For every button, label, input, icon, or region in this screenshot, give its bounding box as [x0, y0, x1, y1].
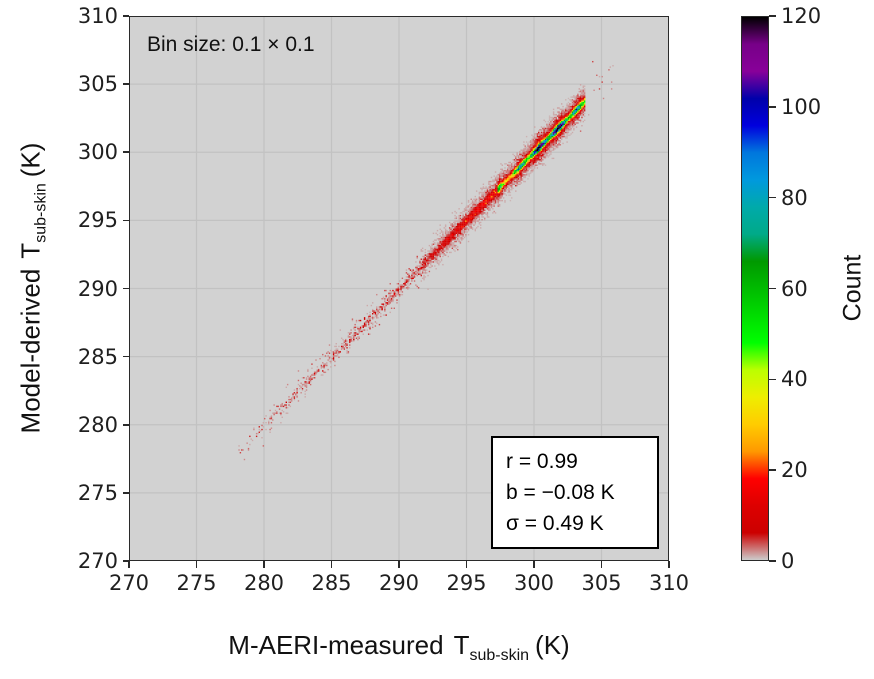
- x-tick-label: 275: [176, 571, 217, 595]
- x-tick-label: 270: [108, 571, 150, 595]
- y-tick-label: 300: [77, 140, 118, 165]
- y-tick-label: 305: [77, 72, 118, 97]
- y-axis-title: Model-derived Tsub-skin (K): [15, 143, 50, 434]
- colorbar: [741, 16, 769, 561]
- y-axis-title-subscript: sub-skin: [32, 183, 50, 243]
- y-tick-mark: [122, 560, 129, 562]
- y-tick-mark: [122, 151, 129, 154]
- x-axis-title-symbol: T: [453, 630, 470, 660]
- x-tick-mark: [263, 561, 265, 568]
- x-tick-label: 305: [581, 571, 622, 595]
- x-tick-label: 290: [378, 571, 420, 595]
- x-axis-title-text: M-AERI-measured: [228, 630, 444, 660]
- x-tick-label: 285: [311, 571, 352, 595]
- colorbar-tick-label: 60: [781, 276, 808, 301]
- colorbar-tick-label: 20: [781, 458, 808, 483]
- x-tick-label: 300: [513, 571, 555, 595]
- y-tick-mark: [122, 423, 129, 426]
- stats-box: r = 0.99 b = −0.08 K σ = 0.49 K: [491, 436, 659, 549]
- y-tick-label: 280: [77, 412, 118, 437]
- colorbar-tick-label: 40: [781, 367, 808, 392]
- x-tick-mark: [398, 561, 400, 568]
- y-tick-mark: [122, 492, 129, 494]
- colorbar-tick-mark: [769, 287, 776, 290]
- y-axis-title-symbol: T: [15, 242, 46, 259]
- y-tick-label: 275: [77, 480, 118, 505]
- x-axis-title-unit: (K): [535, 630, 570, 660]
- x-tick-mark: [533, 561, 535, 568]
- colorbar-gradient: [742, 17, 768, 560]
- y-axis-title-unit: (K): [15, 142, 46, 178]
- colorbar-title: Count: [838, 254, 867, 322]
- y-tick-label: 290: [77, 276, 118, 301]
- colorbar-tick-mark: [769, 378, 776, 381]
- x-tick-mark: [195, 561, 198, 568]
- x-tick-mark: [128, 561, 130, 568]
- colorbar-tick-mark: [769, 106, 776, 108]
- x-tick-mark: [668, 561, 670, 568]
- colorbar-tick-label: 120: [781, 4, 822, 28]
- y-tick-label: 285: [77, 344, 118, 369]
- x-tick-mark: [330, 561, 333, 568]
- colorbar-tick-mark: [769, 469, 776, 471]
- y-tick-mark: [122, 219, 129, 222]
- colorbar-tick-mark: [769, 15, 776, 17]
- y-tick-mark: [122, 15, 129, 17]
- y-axis-title-text: Model-derived: [15, 268, 46, 434]
- x-tick-label: 310: [648, 571, 690, 595]
- x-tick-mark: [465, 561, 468, 568]
- x-axis-title-subscript: sub-skin: [469, 647, 530, 665]
- y-tick-mark: [122, 355, 129, 358]
- colorbar-tick-label: 100: [781, 94, 822, 119]
- stat-line-r: r = 0.99: [506, 450, 578, 473]
- stat-line-sigma: σ = 0.49 K: [506, 512, 604, 535]
- x-tick-mark: [600, 561, 603, 568]
- y-tick-label: 270: [77, 549, 118, 573]
- colorbar-tick-label: 80: [781, 185, 808, 210]
- y-tick-mark: [122, 287, 129, 290]
- y-tick-label: 295: [77, 208, 118, 233]
- x-axis-title: M-AERI-measured Tsub-skin (K): [129, 630, 669, 665]
- y-tick-mark: [122, 83, 129, 85]
- colorbar-tick-mark: [769, 560, 776, 562]
- bin-size-annotation: Bin size: 0.1 × 0.1: [147, 33, 315, 56]
- x-tick-label: 280: [243, 571, 285, 595]
- colorbar-tick-mark: [769, 196, 776, 199]
- x-tick-label: 295: [446, 571, 487, 595]
- colorbar-tick-label: 0: [781, 549, 795, 573]
- y-tick-label: 310: [77, 4, 118, 28]
- stat-line-bias: b = −0.08 K: [506, 481, 615, 504]
